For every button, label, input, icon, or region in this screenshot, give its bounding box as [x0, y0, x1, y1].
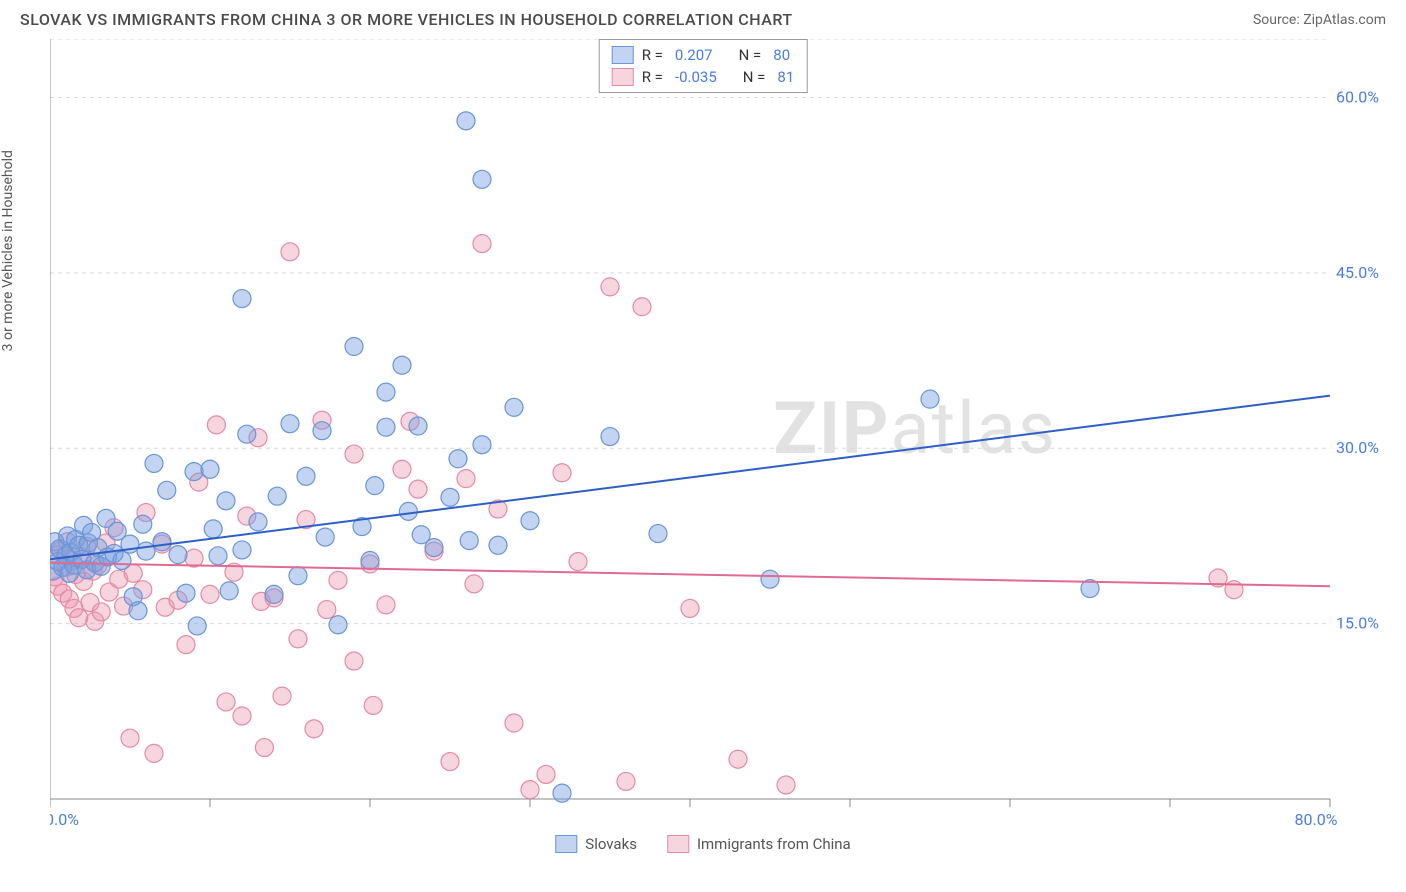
chart-container: 3 or more Vehicles in Household ZIPatlas… — [0, 29, 1406, 859]
legend-label-slovaks: Slovaks — [585, 835, 637, 853]
legend-swatch-china-b — [667, 835, 689, 853]
r-value-slovaks: 0.207 — [675, 46, 713, 64]
r-label: R = — [642, 46, 663, 64]
n-value-china: 81 — [777, 68, 794, 86]
r-label: R = — [642, 68, 663, 86]
scatter-plot: 15.0% 30.0% 45.0% 60.0% 0.0% 80.0% — [50, 39, 1390, 829]
legend-swatch-china — [612, 68, 634, 86]
legend-item-slovaks: Slovaks — [555, 835, 637, 853]
legend-row-china: R = -0.035 N = 81 — [612, 66, 795, 88]
correlation-legend: R = 0.207 N = 80 R = -0.035 N = 81 — [599, 39, 808, 93]
r-value-china: -0.035 — [675, 68, 717, 86]
svg-text:0.0%: 0.0% — [50, 810, 79, 829]
header: SLOVAK VS IMMIGRANTS FROM CHINA 3 OR MOR… — [0, 0, 1406, 29]
legend-item-china: Immigrants from China — [667, 835, 851, 853]
source-label: Source: ZipAtlas.com — [1253, 12, 1386, 28]
legend-swatch-slovaks-b — [555, 835, 577, 853]
svg-text:30.0%: 30.0% — [1336, 438, 1379, 457]
n-label: N = — [739, 46, 762, 64]
n-value-slovaks: 80 — [773, 46, 790, 64]
y-axis-label: 3 or more Vehicles in Household — [0, 150, 16, 351]
n-label: N = — [743, 68, 766, 86]
svg-text:45.0%: 45.0% — [1336, 263, 1379, 282]
chart-title: SLOVAK VS IMMIGRANTS FROM CHINA 3 OR MOR… — [20, 10, 793, 29]
series-legend: Slovaks Immigrants from China — [555, 835, 850, 853]
svg-text:60.0%: 60.0% — [1336, 87, 1379, 106]
legend-swatch-slovaks — [612, 46, 634, 64]
legend-row-slovaks: R = 0.207 N = 80 — [612, 44, 795, 66]
svg-text:15.0%: 15.0% — [1336, 614, 1379, 633]
svg-text:80.0%: 80.0% — [1295, 810, 1338, 829]
legend-label-china: Immigrants from China — [697, 835, 851, 853]
